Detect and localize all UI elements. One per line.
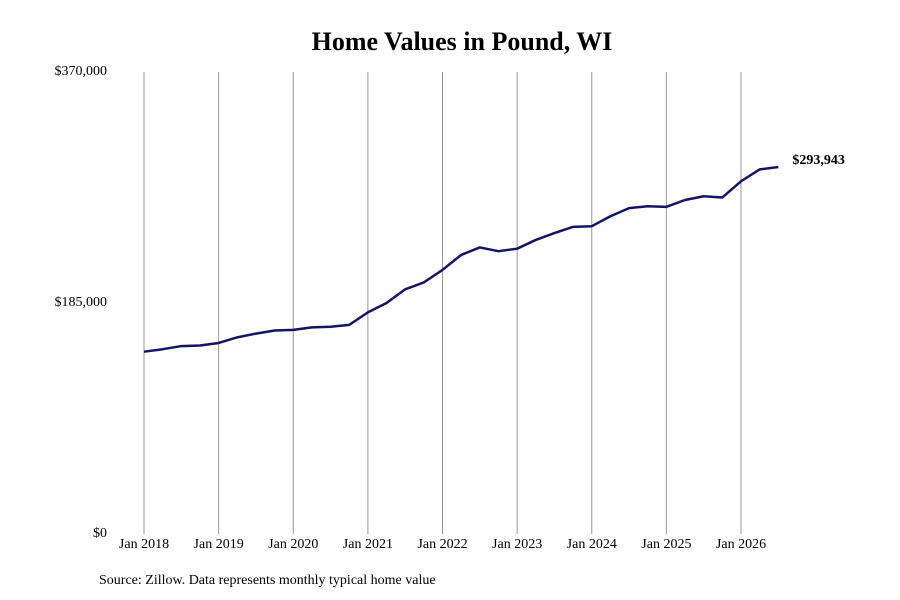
x-tick-label: Jan 2026	[716, 537, 766, 552]
source-note: Source: Zillow. Data represents monthly …	[99, 573, 436, 588]
y-tick-label: $0	[93, 526, 107, 541]
x-tick-label: Jan 2020	[268, 537, 318, 552]
y-tick-label: $185,000	[55, 295, 108, 310]
x-tick-label: Jan 2019	[194, 537, 244, 552]
x-tick-label: Jan 2022	[417, 537, 467, 552]
x-tick-label: Jan 2023	[492, 537, 542, 552]
x-tick-label: Jan 2021	[343, 537, 393, 552]
x-tick-label: Jan 2025	[641, 537, 691, 552]
x-tick-label: Jan 2024	[567, 537, 617, 552]
x-tick-label: Jan 2018	[119, 537, 169, 552]
y-tick-label: $370,000	[55, 64, 108, 79]
value-label: $293,943	[792, 153, 845, 168]
chart-title: Home Values in Pound, WI	[312, 27, 613, 56]
line-series	[143, 165, 779, 353]
